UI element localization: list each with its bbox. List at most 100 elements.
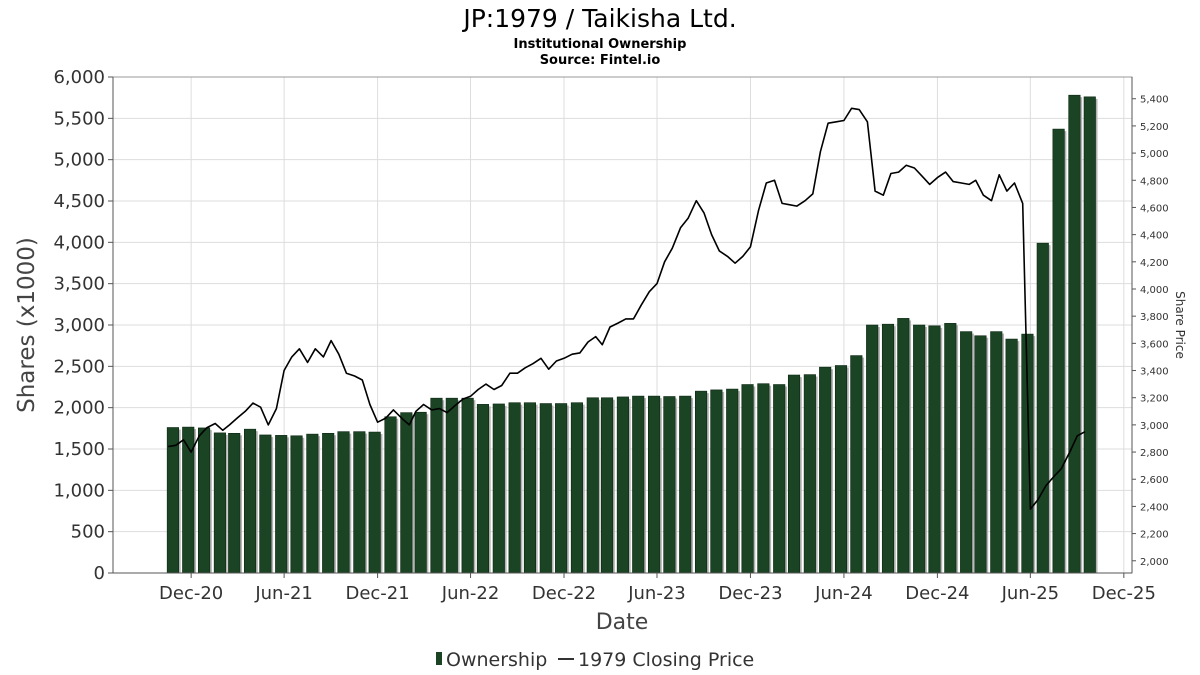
ownership-bar (850, 355, 865, 574)
ownership-bar (834, 365, 849, 574)
y-tick-label: 500 (71, 522, 105, 543)
ownership-bar (648, 395, 662, 574)
ownership-bar (523, 402, 538, 574)
ownership-bar-fill (414, 411, 427, 574)
ownership-bar (974, 335, 989, 574)
ownership-bar-fill (243, 428, 257, 574)
ownership-bar-fill (834, 365, 848, 574)
ownership-bar (1036, 242, 1051, 574)
ownership-bar-fill (632, 395, 645, 574)
ownership-bar-fill (881, 323, 895, 574)
ownership-bar (430, 397, 445, 574)
ownership-bar-fill (322, 432, 335, 574)
ownership-bar-fill (866, 324, 879, 574)
ownership-bar-fill (819, 366, 832, 574)
price-line (168, 107, 1086, 510)
ownership-bar (773, 384, 787, 574)
ownership-bar (695, 390, 709, 574)
ownership-bar (243, 428, 258, 574)
y2-tick-label: 4,600 (1140, 203, 1169, 214)
ownership-bar (228, 432, 242, 574)
ownership-bar (337, 431, 352, 574)
ownership-bar-fill (555, 403, 568, 574)
y2-tick-label: 3,600 (1140, 339, 1169, 350)
ownership-bar (368, 431, 383, 574)
ownership-bar (322, 432, 336, 574)
ownership-bar (555, 403, 569, 574)
ownership-bar (445, 397, 460, 574)
y-tick-label: 3,000 (53, 315, 105, 336)
ownership-bar (663, 396, 678, 574)
x-tick-label: Jun-23 (627, 583, 686, 604)
left-axis-ticks: 0 500 1,000 1,500 2,000 2,500 3,000 3,500 4,000 4… (53, 67, 113, 584)
ownership-bar (741, 384, 756, 574)
legend-ownership-swatch (436, 652, 442, 665)
ownership-bar-fill (275, 435, 288, 574)
ownership-bar-fill (1068, 94, 1081, 574)
ownership-bar-fill (616, 396, 629, 574)
x-tick-label: Dec-22 (532, 583, 596, 604)
ownership-bar (1005, 338, 1020, 574)
ownership-bar-fill (679, 395, 692, 574)
ownership-bar (928, 325, 943, 574)
ownership-bar-fill (523, 402, 536, 574)
ownership-bar-fill (400, 412, 413, 574)
ownership-bar (586, 397, 601, 574)
chart-title: JP:1979 / Taikisha Ltd. (461, 4, 736, 33)
ownership-bar-fill (353, 431, 366, 574)
ownership-bar (990, 331, 1005, 574)
ownership-bar-fill (198, 427, 211, 574)
ownership-bar (539, 403, 554, 574)
ownership-bar-fill (1005, 338, 1018, 574)
ownership-bar-fill (850, 355, 863, 574)
ownership-bar (960, 331, 974, 574)
ownership-bar-fill (586, 397, 599, 574)
y-tick-label: 5,500 (53, 108, 105, 129)
ownership-bar (897, 318, 912, 574)
y-tick-label: 5,000 (53, 150, 105, 171)
ownership-bar-fill (461, 397, 474, 574)
ownership-bar-fill (773, 384, 786, 574)
y2-tick-label: 4,000 (1140, 285, 1169, 296)
ownership-bar-fill (726, 388, 739, 574)
ownership-bar-fill (803, 374, 816, 574)
ownership-bar-fill (974, 335, 987, 574)
y2-tick-label: 5,000 (1140, 149, 1169, 160)
ownership-bar-fill (337, 431, 350, 574)
ownership-bar-fill (492, 403, 505, 574)
x-tick-label: Dec-23 (718, 583, 782, 604)
ownership-bar (400, 412, 415, 574)
y-axis-label: Shares (x1000) (14, 237, 40, 413)
ownership-bar-fill (259, 434, 272, 574)
y-tick-label: 1,000 (53, 480, 105, 501)
price-line-layer (168, 107, 1086, 510)
y-tick-label: 6,000 (53, 67, 105, 88)
ownership-bar (1083, 96, 1098, 574)
ownership-bar (679, 395, 693, 574)
ownership-bar-fill (430, 397, 443, 574)
x-tick-label: Jun-24 (814, 583, 873, 604)
y2-tick-label: 4,400 (1140, 231, 1169, 242)
legend-price-label: 1979 Closing Price (578, 649, 754, 671)
ownership-bar-fill (990, 331, 1003, 574)
y2-tick-label: 2,000 (1140, 557, 1169, 568)
ownership-bar-fill (913, 324, 926, 574)
y2-tick-label: 2,200 (1140, 530, 1169, 541)
ownership-bar-fill (757, 383, 770, 574)
chart-source: Source: Fintel.io (540, 53, 661, 68)
y-tick-label: 4,500 (53, 191, 105, 212)
ownership-bar (757, 383, 772, 574)
legend: Ownership 1979 Closing Price (436, 649, 754, 671)
ownership-bar (213, 432, 228, 574)
ownership-bar-fill (648, 395, 661, 574)
ownership-bar-fill (213, 432, 226, 574)
ownership-bar (275, 435, 289, 574)
ownership-bar-fill (1083, 96, 1096, 574)
ownership-bar (508, 402, 523, 574)
y-tick-label: 0 (94, 563, 105, 584)
y2-tick-label: 5,200 (1140, 122, 1169, 133)
ownership-bar-fill (695, 390, 708, 574)
ownership-bar (476, 404, 491, 574)
ownership-bar (414, 411, 429, 574)
